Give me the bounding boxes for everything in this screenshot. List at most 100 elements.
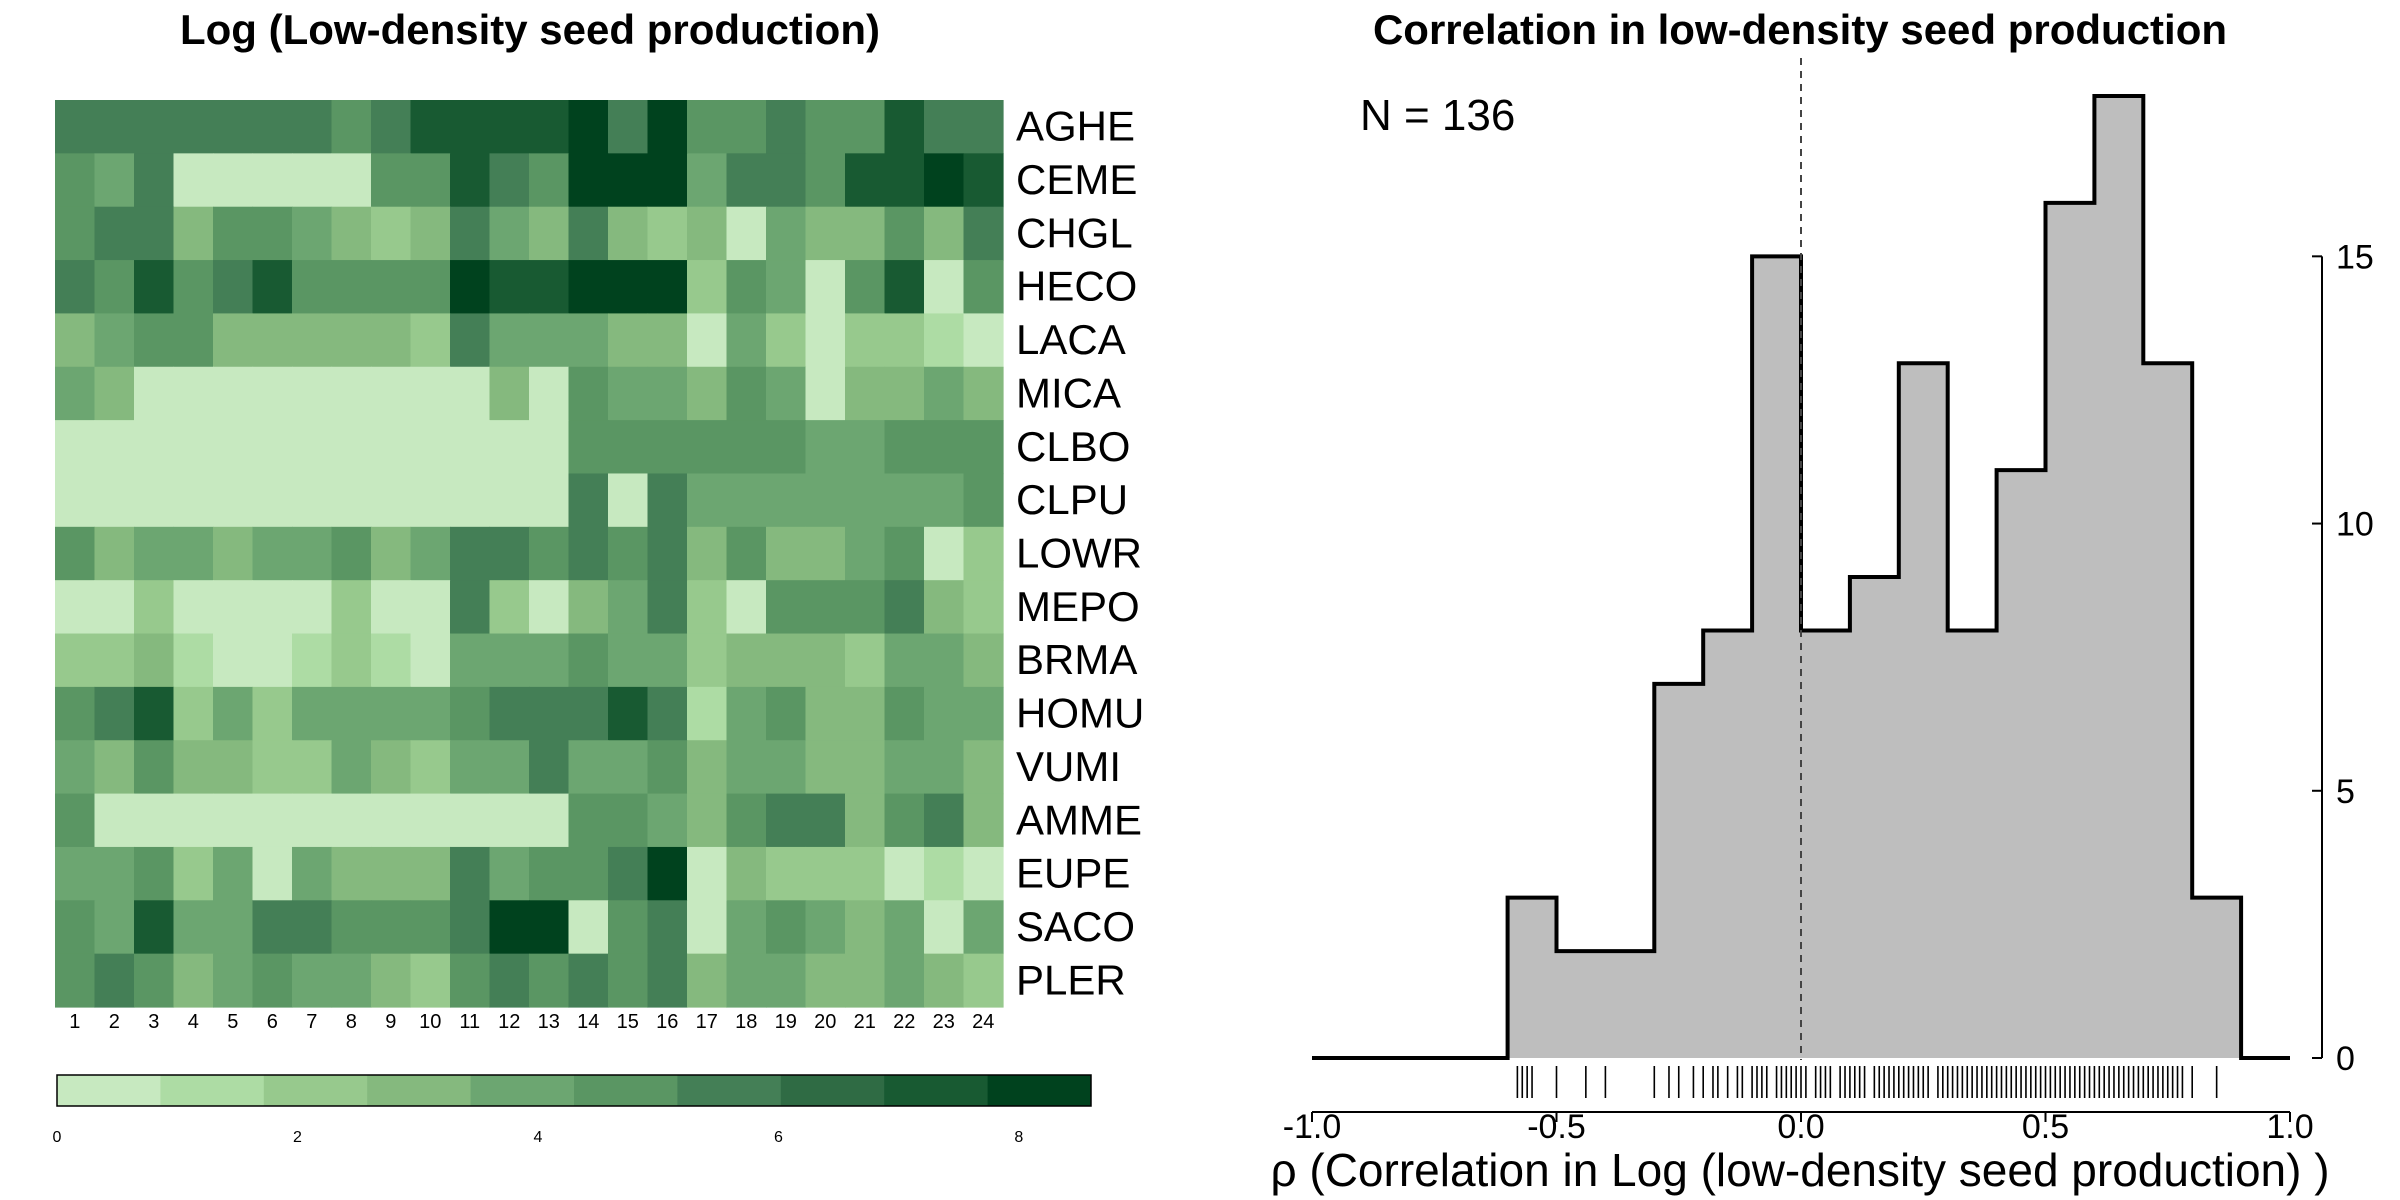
heatmap-row-label: SACO — [1016, 903, 1135, 950]
heatmap-cell — [173, 633, 214, 688]
heatmap-cell — [252, 313, 293, 368]
heatmap-cell — [845, 740, 886, 795]
heatmap-cell — [55, 473, 96, 528]
histogram-outline — [1312, 94, 2290, 1060]
heatmap-cell — [55, 366, 96, 421]
heatmap-cell — [292, 900, 333, 955]
heatmap-cell — [963, 793, 1004, 848]
heatmap-cell — [331, 526, 372, 581]
heatmap-cell — [845, 900, 886, 955]
heatmap-panel: Log (Low-density seed production) AGHE CE… — [53, 6, 1145, 1146]
heatmap-cell — [489, 313, 530, 368]
heatmap-column-label: 21 — [854, 1011, 876, 1033]
histogram-title: Correlation in low-density seed producti… — [1373, 6, 2227, 53]
heatmap-cell — [489, 793, 530, 848]
heatmap-cell — [726, 473, 767, 528]
heatmap-cell — [568, 580, 609, 635]
heatmap-cell — [410, 793, 451, 848]
y-axis-tick-label: 5 — [2336, 773, 2355, 811]
heatmap-cell — [687, 526, 728, 581]
heatmap-cell — [292, 313, 333, 368]
color-scale-swatch — [780, 1075, 885, 1106]
heatmap-cell — [687, 633, 728, 688]
heatmap-cell — [845, 526, 886, 581]
heatmap-cell — [450, 740, 491, 795]
heatmap-cell — [687, 100, 728, 154]
heatmap-cell — [252, 846, 293, 901]
heatmap-cell — [371, 313, 412, 368]
x-axis-label: ρ (Correlation in Log (low-density seed … — [1270, 1144, 2329, 1196]
heatmap-cell — [173, 686, 214, 741]
heatmap-cell — [805, 526, 846, 581]
heatmap-row-label: EUPE — [1016, 850, 1130, 897]
heatmap-cell — [173, 100, 214, 154]
heatmap-cell — [726, 846, 767, 901]
histogram-bar — [1507, 897, 1557, 1058]
heatmap-cell — [884, 526, 925, 581]
heatmap-cell — [371, 526, 412, 581]
heatmap-cell — [924, 366, 965, 421]
heatmap-column-label: 14 — [577, 1011, 599, 1033]
heatmap-cell — [213, 846, 254, 901]
heatmap-cell — [173, 580, 214, 635]
heatmap-cell — [924, 206, 965, 261]
heatmap-cell — [805, 313, 846, 368]
heatmap-cell — [410, 100, 451, 154]
heatmap-cell — [568, 100, 609, 154]
heatmap-cell — [805, 420, 846, 475]
heatmap-column-label: 23 — [933, 1011, 955, 1033]
heatmap-cell — [845, 793, 886, 848]
heatmap-column-label: 4 — [188, 1011, 199, 1033]
heatmap-cell — [924, 580, 965, 635]
heatmap-cell — [331, 153, 372, 208]
heatmap-cell — [450, 260, 491, 315]
heatmap-column-label: 3 — [148, 1011, 159, 1033]
histogram-panel: Correlation in low-density seed producti… — [1270, 6, 2373, 1196]
y-axis-tick-label: 15 — [2336, 238, 2374, 276]
heatmap-cell — [568, 740, 609, 795]
heatmap-column-label: 24 — [972, 1011, 994, 1033]
heatmap-cell — [687, 366, 728, 421]
heatmap-cell — [687, 420, 728, 475]
heatmap-cell — [568, 633, 609, 688]
heatmap-column-label: 18 — [735, 1011, 757, 1033]
heatmap-cell — [410, 366, 451, 421]
heatmap-cell — [292, 100, 333, 154]
histogram-bar — [1898, 363, 1949, 1059]
heatmap-cell — [884, 686, 925, 741]
heatmap-cell — [252, 580, 293, 635]
heatmap-cell — [410, 686, 451, 741]
heatmap-cell — [884, 846, 925, 901]
heatmap-cell — [568, 526, 609, 581]
color-scale-tick-label: 2 — [293, 1129, 302, 1146]
heatmap-cell — [173, 206, 214, 261]
heatmap-cell — [608, 526, 649, 581]
heatmap-cell — [94, 206, 135, 261]
heatmap-cell — [687, 473, 728, 528]
heatmap-cell — [647, 846, 688, 901]
heatmap-cell — [55, 686, 96, 741]
histogram-bar — [1996, 470, 2046, 1058]
heatmap-cell — [608, 100, 649, 154]
heatmap-cell — [963, 100, 1004, 154]
heatmap-cell — [884, 366, 925, 421]
color-scale-frame — [56, 1074, 1092, 1107]
heatmap-cell — [963, 686, 1004, 741]
heatmap-cell — [410, 313, 451, 368]
heatmap-cell — [884, 473, 925, 528]
heatmap-cells — [55, 100, 1004, 1008]
heatmap-cell — [173, 313, 214, 368]
heatmap-cell — [845, 580, 886, 635]
heatmap-cell — [450, 953, 491, 1008]
heatmap-cell — [450, 633, 491, 688]
heatmap-cell — [371, 260, 412, 315]
heatmap-cell — [608, 580, 649, 635]
x-axis-tick-label: 1.0 — [2266, 1108, 2313, 1146]
heatmap-cell — [94, 633, 135, 688]
heatmap-cell — [292, 686, 333, 741]
heatmap-cell — [924, 260, 965, 315]
heatmap-cell — [55, 633, 96, 688]
heatmap-cell — [173, 793, 214, 848]
heatmap-cell — [410, 153, 451, 208]
heatmap-cell — [884, 313, 925, 368]
